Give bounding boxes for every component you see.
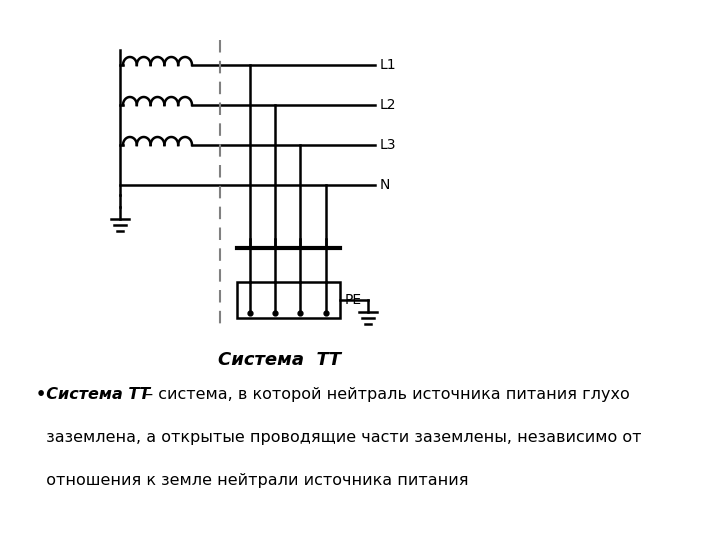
Text: заземлена, а открытые проводящие части заземлены, независимо от: заземлена, а открытые проводящие части з… (36, 430, 642, 445)
Text: – система, в которой нейтраль источника питания глухо: – система, в которой нейтраль источника … (140, 387, 630, 402)
Text: L3: L3 (380, 138, 397, 152)
Text: •Система ТТ: •Система ТТ (36, 387, 150, 402)
Text: PE: PE (345, 293, 362, 307)
Text: Система  ТТ: Система ТТ (218, 351, 341, 369)
Text: L1: L1 (380, 58, 397, 72)
Text: N: N (380, 178, 390, 192)
Text: отношения к земле нейтрали источника питания: отношения к земле нейтрали источника пит… (36, 473, 469, 488)
Text: L2: L2 (380, 98, 397, 112)
Bar (237, 282, 340, 318)
